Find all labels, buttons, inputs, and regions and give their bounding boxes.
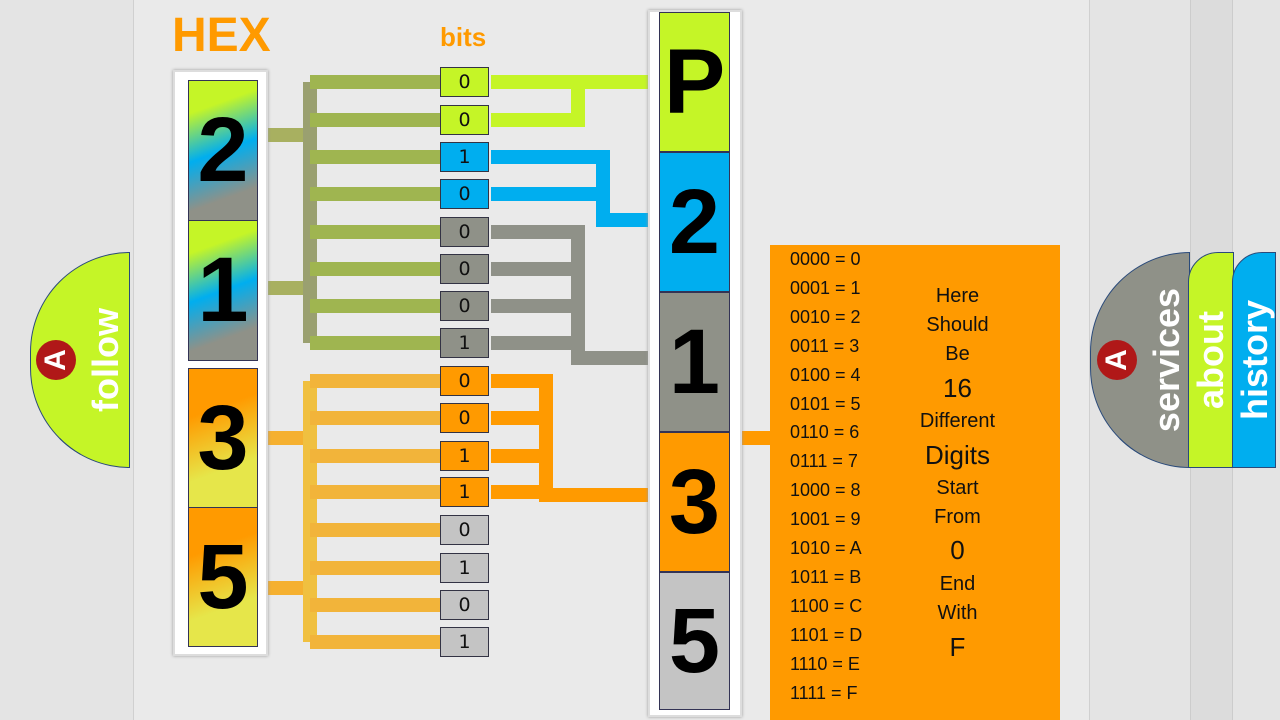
logo-icon: A	[1097, 340, 1137, 380]
note-text: Here	[935, 285, 980, 307]
bit-box: 1	[440, 441, 489, 471]
table-row: 0000 = 0	[790, 249, 861, 269]
table-row: 1010 = A	[790, 538, 862, 558]
table-row: 1110 = E	[790, 653, 860, 674]
table-row: 0100 = 4	[790, 364, 861, 385]
table-row: 0101 = 5	[790, 393, 861, 414]
table-row: 0110 = 6	[790, 422, 860, 443]
note-text: 0	[950, 535, 965, 565]
bit-box: 0	[440, 254, 489, 284]
history-tab[interactable]	[1232, 252, 1276, 468]
note-text: 16	[943, 373, 972, 403]
about-tab-label[interactable]: about	[1190, 311, 1231, 409]
hex-digit: 5	[188, 507, 258, 647]
table-row: 1111 = F	[790, 682, 858, 703]
bit-box: 0	[440, 179, 489, 209]
result-char: 2	[659, 152, 730, 292]
hex-digit: 2	[188, 80, 258, 221]
hex-table-box: 0000 = 0 0001 = 1 0010 = 2 0011 = 3 0100 = 4…	[770, 245, 1060, 720]
result-char: 5	[659, 572, 730, 710]
table-row: 0111 = 7	[790, 451, 858, 472]
bit-box: 0	[440, 291, 489, 321]
note-text: Different	[919, 410, 996, 432]
bit-box: 1	[440, 627, 489, 657]
table-row: 0010 = 2	[790, 306, 861, 327]
bit-box: 0	[440, 366, 489, 396]
note-text: Digits	[924, 440, 990, 470]
note-text: With	[937, 602, 978, 624]
note-text: Start	[936, 477, 979, 499]
bit-box: 1	[440, 477, 489, 507]
follow-tab-label[interactable]: follow	[85, 308, 126, 412]
table-row: 0011 = 3	[790, 335, 860, 356]
note-text: F	[949, 632, 966, 662]
result-char: 3	[659, 432, 730, 572]
logo-icon: A	[36, 340, 76, 380]
table-row: 1011 = B	[790, 566, 862, 587]
table-row: 1100 = C	[790, 595, 863, 616]
result-char: P	[659, 12, 730, 152]
bit-box: 0	[440, 403, 489, 433]
history-tab-label[interactable]: history	[1234, 299, 1275, 421]
bit-box: 0	[440, 515, 489, 545]
bit-box: 0	[440, 217, 489, 247]
table-row: 1001 = 9	[790, 509, 861, 530]
services-tab-label[interactable]: services	[1146, 287, 1187, 433]
note-text: Be	[945, 343, 970, 365]
hex-digit: 1	[188, 220, 258, 361]
note-text: From	[934, 506, 981, 528]
note-text: End	[939, 573, 976, 595]
table-row: 1000 = 8	[790, 480, 861, 501]
bit-box: 1	[440, 142, 489, 172]
hex-title: HEX	[172, 9, 271, 62]
bit-box: 1	[440, 328, 489, 358]
hex-digit: 3	[188, 368, 258, 508]
table-row: 0001 = 1	[790, 277, 861, 298]
result-char: 1	[659, 292, 730, 432]
bit-box: 0	[440, 105, 489, 135]
table-row: 1101 = D	[790, 624, 863, 645]
bits-label: bits	[440, 22, 487, 52]
bit-box: 0	[440, 590, 489, 620]
bit-box: 1	[440, 553, 489, 583]
note-text: Should	[926, 314, 989, 336]
bit-box: 0	[440, 67, 489, 97]
